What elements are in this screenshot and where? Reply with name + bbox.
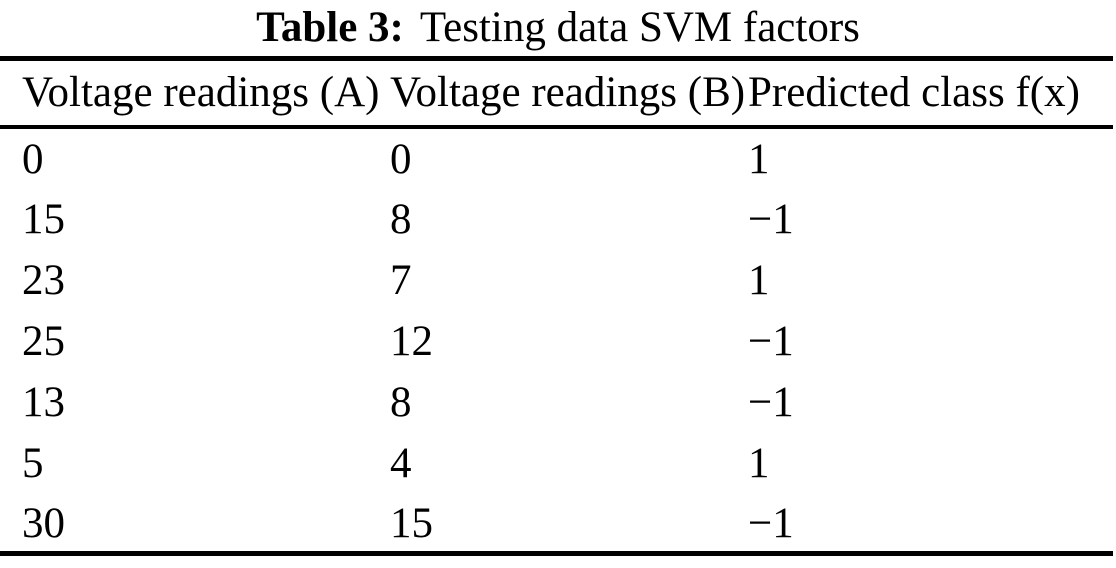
column-header-predicted-class: Predicted class f(x) — [748, 69, 1080, 117]
table-caption-text: Testing data SVM factors — [419, 4, 860, 51]
cell-voltage-b: 8 — [390, 379, 412, 426]
table-caption-label: Table 3: — [256, 4, 404, 51]
cell-voltage-a: 15 — [22, 196, 65, 243]
cell-voltage-a: 5 — [22, 440, 44, 487]
column-header-voltage-b: Voltage readings (B) — [390, 69, 746, 117]
cell-voltage-b: 0 — [390, 136, 412, 183]
table-row: 15 8 −1 — [0, 188, 1113, 249]
table-row: 25 12 −1 — [0, 310, 1113, 371]
table-caption: Table 3: Testing data SVM factors — [0, 0, 1116, 56]
cell-voltage-a: 13 — [22, 379, 65, 426]
cell-voltage-a: 25 — [22, 318, 65, 365]
table-row: 0 0 1 — [0, 127, 1113, 188]
cell-predicted-class: −1 — [748, 196, 794, 243]
cell-predicted-class: −1 — [748, 499, 794, 547]
table-row: 5 4 1 — [0, 432, 1113, 493]
cell-voltage-a: 23 — [22, 257, 65, 304]
cell-voltage-b: 8 — [390, 196, 412, 243]
table-row: 30 15 −1 — [0, 493, 1113, 554]
cell-predicted-class: −1 — [748, 379, 794, 426]
svm-testing-data-table: Voltage readings (A) Voltage readings (B… — [0, 56, 1113, 556]
cell-voltage-b: 15 — [390, 499, 433, 547]
cell-predicted-class: 1 — [748, 257, 770, 304]
table-row: 23 7 1 — [0, 249, 1113, 310]
cell-voltage-b: 12 — [390, 318, 433, 365]
cell-predicted-class: −1 — [748, 318, 794, 365]
cell-predicted-class: 1 — [748, 440, 770, 487]
table-header-row: Voltage readings (A) Voltage readings (B… — [0, 59, 1113, 127]
cell-voltage-b: 7 — [390, 257, 412, 304]
cell-voltage-b: 4 — [390, 440, 412, 487]
cell-predicted-class: 1 — [748, 136, 770, 183]
cell-voltage-a: 30 — [22, 499, 65, 547]
table-row: 13 8 −1 — [0, 371, 1113, 432]
column-header-voltage-a: Voltage readings (A) — [22, 69, 380, 117]
cell-voltage-a: 0 — [22, 136, 44, 183]
